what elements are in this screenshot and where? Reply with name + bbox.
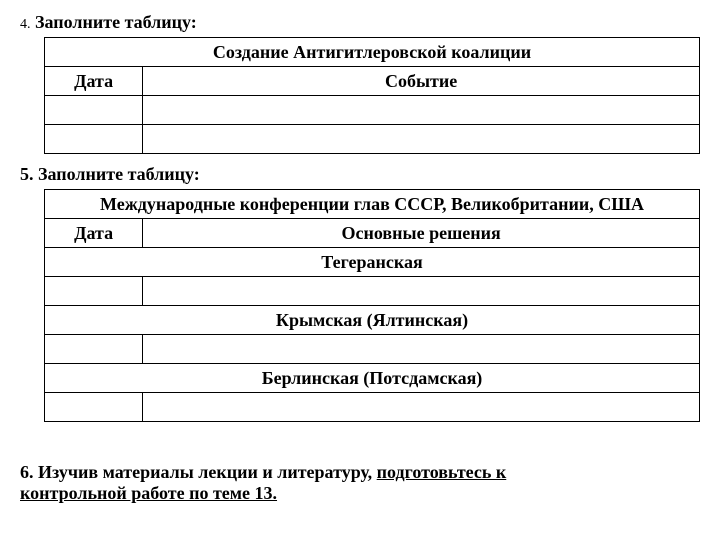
table5-title: Международные конференции глав СССР, Вел… bbox=[45, 190, 700, 219]
table5: Международные конференции глав СССР, Вел… bbox=[44, 189, 700, 422]
task4-title: Заполните таблицу: bbox=[35, 12, 197, 32]
task6-underlined1: подготовьтесь к bbox=[377, 462, 507, 482]
table5-col2: Основные решения bbox=[143, 219, 700, 248]
table5-row1 bbox=[45, 277, 700, 306]
table5-conf1: Тегеранская bbox=[45, 248, 700, 277]
table4-row2 bbox=[45, 125, 700, 154]
table4-r2c1 bbox=[45, 125, 143, 154]
table5-r3c2 bbox=[143, 393, 700, 422]
table5-conf3-row: Берлинская (Потсдамская) bbox=[45, 364, 700, 393]
task5-number: 5. bbox=[20, 164, 34, 184]
table5-conf2: Крымская (Ялтинская) bbox=[45, 306, 700, 335]
task4-number: 4. bbox=[20, 17, 31, 32]
table4-col1: Дата bbox=[45, 67, 143, 96]
table5-r1c1 bbox=[45, 277, 143, 306]
table5-r1c2 bbox=[143, 277, 700, 306]
table5-conf3: Берлинская (Потсдамская) bbox=[45, 364, 700, 393]
table4: Создание Антигитлеровской коалиции Дата … bbox=[44, 37, 700, 154]
table4-title: Создание Антигитлеровской коалиции bbox=[45, 38, 700, 67]
table4-col2: Событие bbox=[143, 67, 700, 96]
task5-heading: 5. Заполните таблицу: bbox=[20, 164, 700, 185]
task6-prefix: 6. Изучив материалы лекции и литературу, bbox=[20, 462, 377, 482]
table5-r2c1 bbox=[45, 335, 143, 364]
table4-r2c2 bbox=[143, 125, 700, 154]
table4-title-row: Создание Антигитлеровской коалиции bbox=[45, 38, 700, 67]
table5-conf1-row: Тегеранская bbox=[45, 248, 700, 277]
table5-conf2-row: Крымская (Ялтинская) bbox=[45, 306, 700, 335]
task6-text: 6. Изучив материалы лекции и литературу,… bbox=[20, 462, 700, 504]
table5-row3 bbox=[45, 393, 700, 422]
table4-row1 bbox=[45, 96, 700, 125]
table4-r1c1 bbox=[45, 96, 143, 125]
table4-header-row: Дата Событие bbox=[45, 67, 700, 96]
table5-r3c1 bbox=[45, 393, 143, 422]
table5-row2 bbox=[45, 335, 700, 364]
table5-r2c2 bbox=[143, 335, 700, 364]
table4-r1c2 bbox=[143, 96, 700, 125]
table5-col1: Дата bbox=[45, 219, 143, 248]
task5-title: Заполните таблицу: bbox=[38, 164, 200, 184]
task4-heading: 4. Заполните таблицу: bbox=[20, 12, 700, 33]
task6-underlined2: контрольной работе по теме 13. bbox=[20, 483, 277, 503]
table5-header-row: Дата Основные решения bbox=[45, 219, 700, 248]
table5-title-row: Международные конференции глав СССР, Вел… bbox=[45, 190, 700, 219]
